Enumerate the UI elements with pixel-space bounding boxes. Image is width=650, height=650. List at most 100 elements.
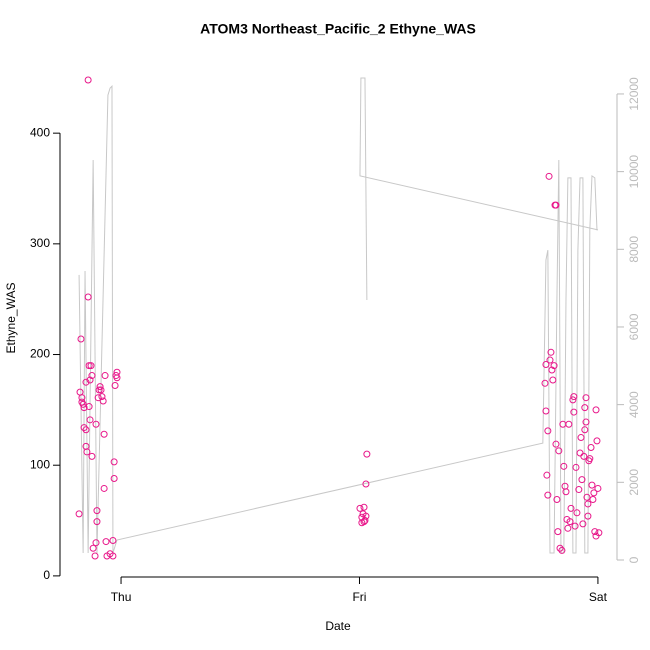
point <box>569 396 577 404</box>
point <box>362 480 370 488</box>
point <box>87 362 95 370</box>
y2-tick-label: 2000 <box>627 469 641 496</box>
point <box>584 500 592 508</box>
point <box>93 518 101 526</box>
y2-tick-label: 12000 <box>627 77 641 111</box>
point <box>360 503 368 511</box>
point <box>542 360 550 368</box>
x-axis-label: Date <box>325 619 351 633</box>
line <box>78 77 599 554</box>
point <box>571 522 579 530</box>
point <box>84 293 92 301</box>
x-tick-label: Sat <box>589 590 608 604</box>
point <box>100 484 108 492</box>
point <box>93 507 101 515</box>
point <box>577 434 585 442</box>
y-tick-label: 100 <box>30 457 50 471</box>
point <box>544 491 552 499</box>
point <box>588 481 596 489</box>
point <box>543 471 551 479</box>
y2-tick-label: 4000 <box>627 391 641 418</box>
point <box>362 512 370 520</box>
point <box>80 424 88 432</box>
point <box>560 462 568 470</box>
point <box>546 356 554 364</box>
point <box>582 418 590 426</box>
y-tick-label: 0 <box>43 568 50 582</box>
point <box>566 518 574 526</box>
point <box>547 348 555 356</box>
point <box>86 416 94 424</box>
point <box>584 512 592 520</box>
point <box>101 372 109 380</box>
point <box>592 532 600 540</box>
point <box>556 544 564 552</box>
point <box>97 386 105 394</box>
point <box>586 455 594 463</box>
point <box>89 544 97 552</box>
point <box>109 552 117 560</box>
point <box>565 420 573 428</box>
y-axis-label: Ethyne_WAS <box>4 283 18 354</box>
y-tick-label: 200 <box>30 347 50 361</box>
point <box>113 368 121 376</box>
point <box>91 552 99 560</box>
point <box>98 393 106 401</box>
point <box>111 382 119 390</box>
point <box>95 386 103 394</box>
point <box>553 496 561 504</box>
point <box>587 444 595 451</box>
point <box>109 536 117 544</box>
point <box>581 404 589 412</box>
point <box>544 427 552 435</box>
point <box>562 488 570 496</box>
point <box>85 362 93 370</box>
point <box>592 406 600 414</box>
y2-tick-label: 6000 <box>627 313 641 340</box>
x-tick-label: Thu <box>111 590 132 604</box>
point <box>92 420 100 428</box>
point <box>579 520 587 528</box>
point <box>78 394 86 402</box>
point <box>564 524 572 532</box>
point <box>100 430 108 438</box>
point <box>576 449 584 457</box>
x-tick-label: Fri <box>352 590 366 604</box>
point <box>580 452 588 460</box>
y-tick-label: 400 <box>30 125 50 139</box>
point <box>110 474 118 482</box>
point <box>555 447 563 455</box>
point <box>582 394 590 402</box>
point <box>358 519 366 527</box>
point <box>84 76 92 84</box>
point <box>545 172 553 180</box>
point <box>88 372 96 380</box>
point <box>552 201 560 209</box>
point <box>552 440 560 448</box>
point <box>561 482 569 490</box>
point <box>86 376 94 384</box>
point <box>356 504 364 512</box>
point <box>575 486 583 494</box>
point <box>558 546 566 554</box>
point <box>591 528 599 536</box>
point <box>549 376 557 384</box>
point <box>363 450 371 458</box>
point <box>85 403 93 411</box>
point <box>567 504 575 512</box>
point <box>589 496 597 504</box>
point <box>82 426 90 434</box>
chart-title: ATOM3 Northeast_Pacific_2 Ethyne_WAS <box>200 21 476 37</box>
y-tick-label: 300 <box>30 236 50 250</box>
point <box>92 539 100 547</box>
point <box>548 366 556 374</box>
point <box>75 510 83 518</box>
point <box>99 397 107 405</box>
point <box>541 379 549 387</box>
point <box>542 407 550 415</box>
y2-tick-label: 10000 <box>627 155 641 189</box>
point <box>110 458 118 466</box>
point <box>594 484 602 492</box>
y2-tick-label: 8000 <box>627 236 641 263</box>
